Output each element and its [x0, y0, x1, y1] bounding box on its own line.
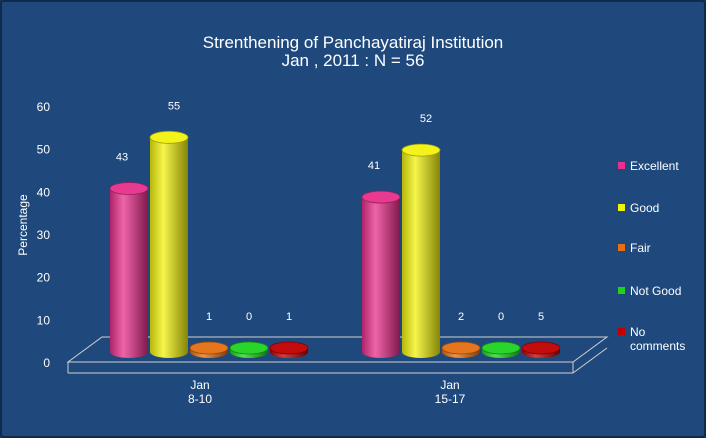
- data-label: 43: [116, 152, 128, 164]
- bar-top-excellent: [109, 182, 149, 195]
- data-label: 1: [286, 311, 292, 323]
- x-tick-label: 8-10: [188, 392, 212, 406]
- legend-swatch-excellent: [618, 162, 625, 169]
- bar-top-no-comments: [269, 341, 309, 355]
- bar-top-not-good: [481, 341, 521, 355]
- data-label: 52: [420, 113, 432, 125]
- data-label: 2: [458, 311, 464, 323]
- x-tick-label: Jan: [190, 378, 209, 392]
- legend-label-excellent: Excellent: [630, 159, 679, 173]
- legend-swatch-good: [618, 204, 625, 211]
- y-tick-label: 60: [37, 100, 51, 114]
- chart-title: Strenthening of Panchayatiraj Institutio…: [202, 33, 504, 52]
- legend-label-not-good: Not Good: [630, 284, 682, 298]
- y-tick-label: 0: [43, 356, 50, 370]
- legend-label-fair: Fair: [630, 241, 651, 255]
- y-tick-label: 20: [37, 271, 51, 285]
- data-label: 55: [168, 100, 180, 112]
- data-label: 41: [368, 160, 380, 172]
- legend-swatch-not-good: [618, 287, 625, 294]
- data-label: 1: [206, 311, 212, 323]
- legend-swatch-fair: [618, 244, 625, 251]
- bar-top-good: [149, 130, 189, 144]
- x-tick-label: 15-17: [435, 392, 466, 406]
- bar-top-excellent: [361, 190, 401, 204]
- chart-subtitle: Jan , 2011 : N = 56: [281, 51, 425, 70]
- data-label: 5: [538, 311, 544, 323]
- data-label: 0: [246, 311, 252, 323]
- data-label: 0: [498, 311, 504, 323]
- x-tick-label: Jan: [440, 378, 459, 392]
- bar-top-not-good: [229, 341, 269, 355]
- bar-top-good: [401, 143, 441, 157]
- legend-label-good: Good: [630, 201, 660, 215]
- bar-good: [150, 137, 188, 358]
- legend-swatch-no-comments: [618, 328, 625, 335]
- bar-good: [402, 150, 440, 358]
- y-tick-label: 30: [37, 228, 51, 242]
- floor-edge-right: [572, 347, 608, 374]
- y-tick-label: 40: [37, 185, 51, 199]
- legend-label-no-comments: No comments: [630, 325, 686, 353]
- y-tick-label: 10: [37, 313, 51, 327]
- bar-excellent: [110, 188, 148, 358]
- bar-top-fair: [441, 341, 481, 355]
- y-tick-label: 50: [37, 143, 51, 157]
- bar-top-fair: [189, 341, 229, 355]
- bar-excellent: [362, 197, 400, 358]
- bar-top-no-comments: [521, 341, 561, 355]
